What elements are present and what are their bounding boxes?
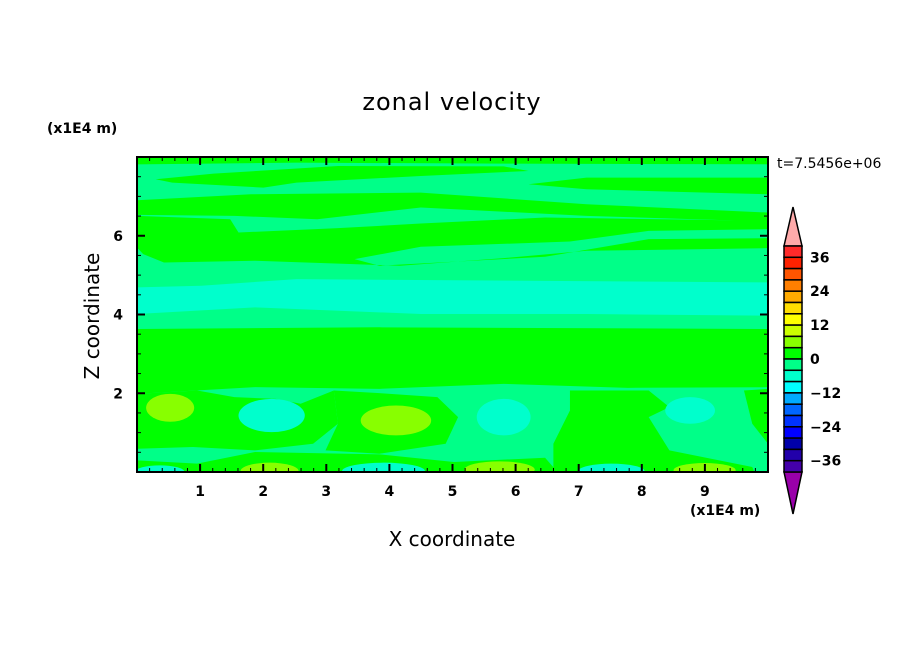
colorbar-swatch xyxy=(783,459,803,473)
x-tick-label: 6 xyxy=(511,484,521,500)
x-tick-label: 5 xyxy=(448,484,458,500)
colorbar-swatch xyxy=(783,301,803,315)
x-tick-label: 4 xyxy=(385,484,395,500)
colorbar-tick-label: −36 xyxy=(810,454,841,470)
colorbar-swatch xyxy=(783,392,803,405)
x-tick-label: 7 xyxy=(574,484,584,500)
x-axis-label: X coordinate xyxy=(388,527,516,551)
colorbar-tick-label: −24 xyxy=(810,420,841,436)
colorbar-swatch xyxy=(783,245,803,259)
colorbar-swatch xyxy=(783,426,803,439)
y-tick-label: 6 xyxy=(113,229,123,245)
contour-field xyxy=(137,157,768,472)
colorbar: 36 24 12 0 −12 −24 −36 xyxy=(783,206,841,515)
y-axis-label: Z coordinate xyxy=(80,252,104,380)
colorbar-swatch xyxy=(783,267,803,281)
y-tick-label: 2 xyxy=(113,386,123,402)
x-axis-unit: (x1E4 m) xyxy=(690,503,761,519)
colorbar-swatch xyxy=(783,313,803,326)
colorbar-swatch xyxy=(783,324,803,338)
time-annotation: t=7.5456e+06 xyxy=(777,156,882,172)
colorbar-swatch xyxy=(783,335,803,349)
axis-ticks: 1 2 3 4 5 6 7 8 9 2 4 6 xyxy=(113,157,768,500)
colorbar-tick-label: 36 xyxy=(810,250,829,266)
colorbar-over-triangle xyxy=(783,206,803,247)
colorbar-swatch xyxy=(783,290,803,304)
colorbar-swatch xyxy=(783,346,803,360)
x-tick-label: 9 xyxy=(700,484,710,500)
chart-title: zonal velocity xyxy=(362,88,542,116)
colorbar-swatch xyxy=(783,256,803,270)
colorbar-tick-label: −12 xyxy=(810,386,841,402)
colorbar-swatch xyxy=(783,380,803,394)
colorbar-tick-label: 12 xyxy=(810,318,829,334)
x-tick-label: 3 xyxy=(321,484,331,500)
contour-level-minus8-minus4 xyxy=(137,279,768,472)
y-tick-label: 4 xyxy=(113,308,123,324)
colorbar-swatch xyxy=(783,414,803,428)
contour-level-0-4 xyxy=(137,157,768,472)
colorbar-tick-label: 0 xyxy=(810,352,820,368)
y-axis-unit: (x1E4 m) xyxy=(47,121,118,137)
colorbar-swatch xyxy=(783,448,803,462)
colorbar-swatch xyxy=(783,358,803,372)
colorbar-swatch xyxy=(783,279,803,292)
colorbar-swatch xyxy=(783,369,803,383)
colorbar-swatch xyxy=(783,403,803,417)
x-tick-label: 1 xyxy=(195,484,205,500)
colorbar-under-triangle xyxy=(783,471,803,515)
x-tick-label: 8 xyxy=(637,484,647,500)
colorbar-tick-label: 24 xyxy=(810,284,830,300)
x-tick-label: 2 xyxy=(258,484,268,500)
colorbar-swatch xyxy=(783,437,803,451)
